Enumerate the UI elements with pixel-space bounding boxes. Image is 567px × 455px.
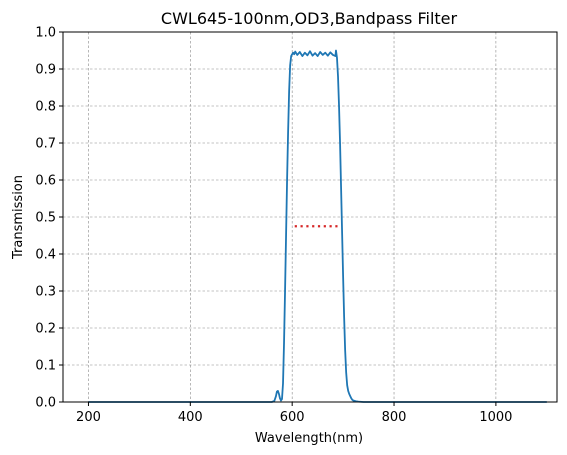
grid	[63, 31, 557, 403]
series-group	[88, 49, 547, 403]
series-line-0	[88, 49, 547, 403]
y-tick-label: 0.5	[35, 211, 56, 226]
y-tick-label: 0.2	[35, 322, 56, 337]
y-axis-label: Transmission	[11, 175, 26, 260]
y-tick-label: 0.3	[35, 285, 56, 300]
y-tick-label: 0.9	[35, 63, 56, 78]
y-tick-label: 0.0	[35, 396, 56, 411]
x-tick-label: 800	[382, 410, 407, 425]
y-tick-label: 0.1	[35, 359, 56, 374]
x-tick-label: 400	[178, 410, 203, 425]
y-tick-label: 0.8	[35, 100, 56, 115]
x-tick-label: 200	[76, 410, 101, 425]
y-ticks: 0.0 0.1 0.2 0.3 0.4 0.5 0.6 0.7 0.8 0.9 1.0	[35, 26, 63, 411]
y-tick-label: 0.6	[35, 174, 56, 189]
x-ticks: 200 400 600 800 1000	[76, 402, 512, 425]
x-tick-label: 1000	[479, 410, 512, 425]
y-tick-label: 1.0	[35, 26, 56, 41]
chart-title: CWL645-100nm,OD3,Bandpass Filter	[161, 9, 458, 28]
x-tick-label: 600	[280, 410, 305, 425]
x-axis-label: Wavelength(nm)	[255, 431, 363, 446]
y-tick-label: 0.4	[35, 248, 56, 263]
y-tick-label: 0.7	[35, 137, 56, 152]
